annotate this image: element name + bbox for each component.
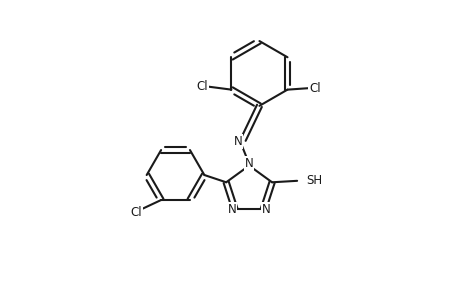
Text: SH: SH — [305, 174, 321, 187]
Text: Cl: Cl — [309, 82, 320, 95]
Text: N: N — [244, 157, 253, 170]
Text: N: N — [227, 203, 236, 216]
Text: N: N — [233, 135, 242, 148]
Text: Cl: Cl — [130, 206, 142, 219]
Text: Cl: Cl — [196, 80, 207, 93]
Text: N: N — [261, 203, 270, 216]
